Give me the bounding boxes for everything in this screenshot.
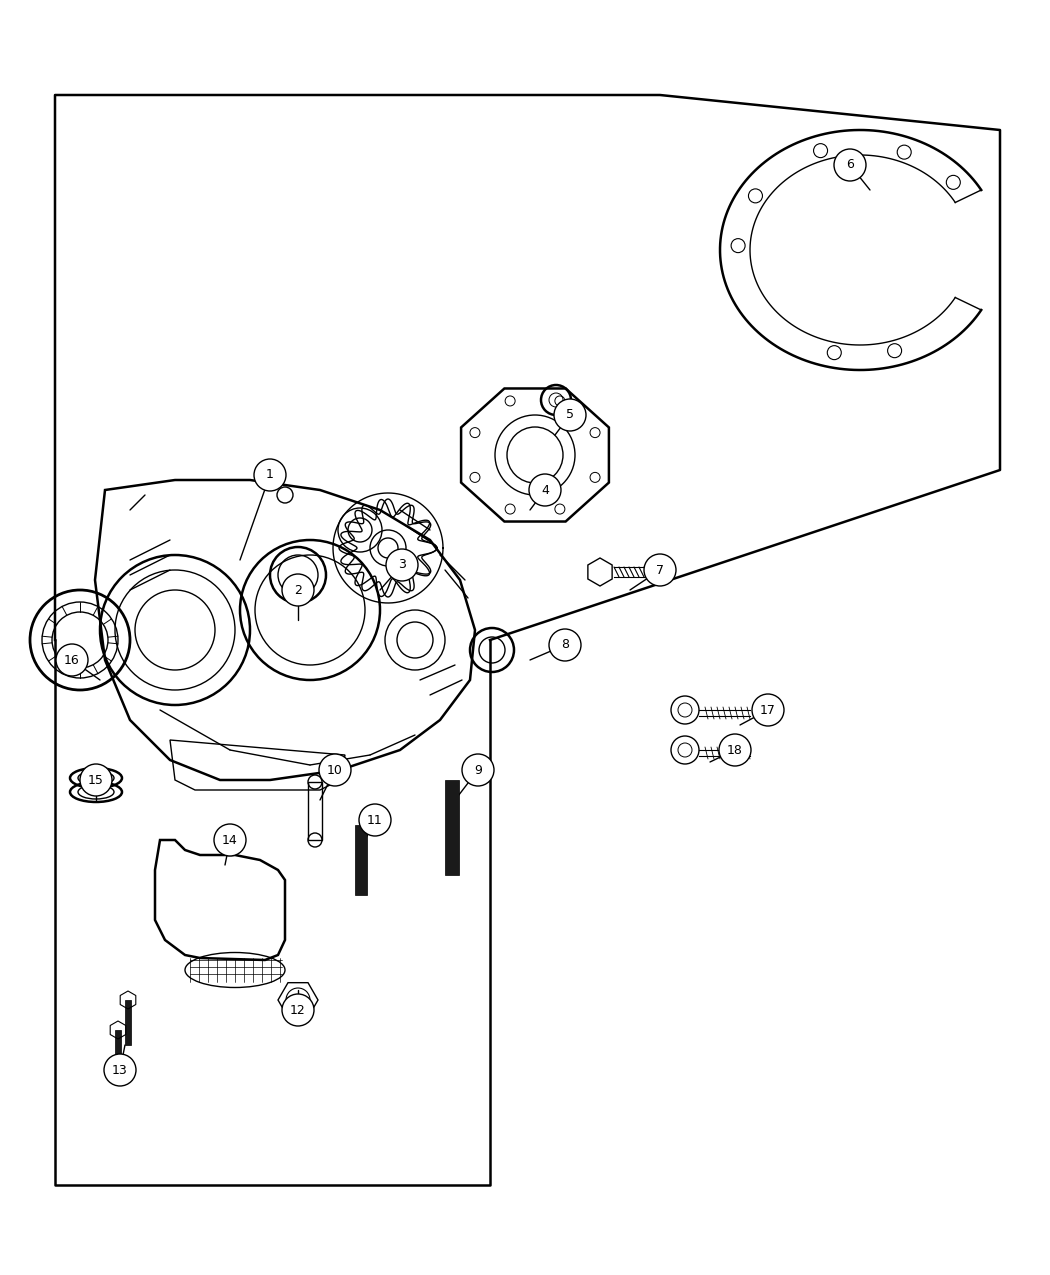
Text: 5: 5: [566, 408, 574, 422]
Polygon shape: [588, 558, 612, 587]
Circle shape: [529, 474, 561, 506]
Circle shape: [731, 238, 746, 252]
Text: 12: 12: [290, 1003, 306, 1016]
Circle shape: [719, 734, 751, 766]
Circle shape: [214, 824, 246, 856]
Circle shape: [549, 629, 581, 660]
Circle shape: [80, 764, 112, 796]
Text: 16: 16: [64, 654, 80, 667]
Circle shape: [104, 1054, 136, 1086]
Circle shape: [814, 144, 827, 158]
Text: 18: 18: [727, 743, 743, 756]
Text: 17: 17: [760, 704, 776, 717]
Bar: [116, 1030, 121, 1075]
Text: 15: 15: [88, 774, 104, 787]
Circle shape: [359, 805, 391, 836]
Text: 4: 4: [541, 483, 549, 496]
Circle shape: [752, 694, 784, 725]
Text: 8: 8: [561, 639, 569, 652]
Circle shape: [282, 994, 314, 1026]
Circle shape: [749, 189, 762, 203]
Circle shape: [386, 550, 418, 581]
Circle shape: [282, 574, 314, 606]
Circle shape: [319, 754, 351, 785]
Circle shape: [834, 149, 866, 181]
Circle shape: [56, 644, 88, 676]
Circle shape: [887, 344, 902, 358]
Text: 13: 13: [112, 1063, 128, 1076]
Text: 10: 10: [327, 764, 343, 776]
Circle shape: [462, 754, 493, 785]
Text: 3: 3: [398, 558, 406, 571]
Text: 7: 7: [656, 564, 664, 576]
Bar: [125, 1000, 131, 1046]
Text: 11: 11: [368, 813, 383, 826]
Circle shape: [254, 459, 286, 491]
Text: 9: 9: [474, 764, 482, 776]
Circle shape: [827, 346, 841, 360]
Circle shape: [554, 399, 586, 431]
Circle shape: [644, 555, 676, 586]
Bar: [308, 782, 322, 840]
Text: 14: 14: [223, 834, 238, 847]
Circle shape: [897, 145, 911, 159]
Bar: [355, 825, 368, 895]
Text: 1: 1: [266, 468, 274, 482]
Bar: [445, 780, 459, 875]
Text: 2: 2: [294, 584, 302, 597]
Circle shape: [946, 176, 961, 190]
Text: 6: 6: [846, 158, 854, 172]
